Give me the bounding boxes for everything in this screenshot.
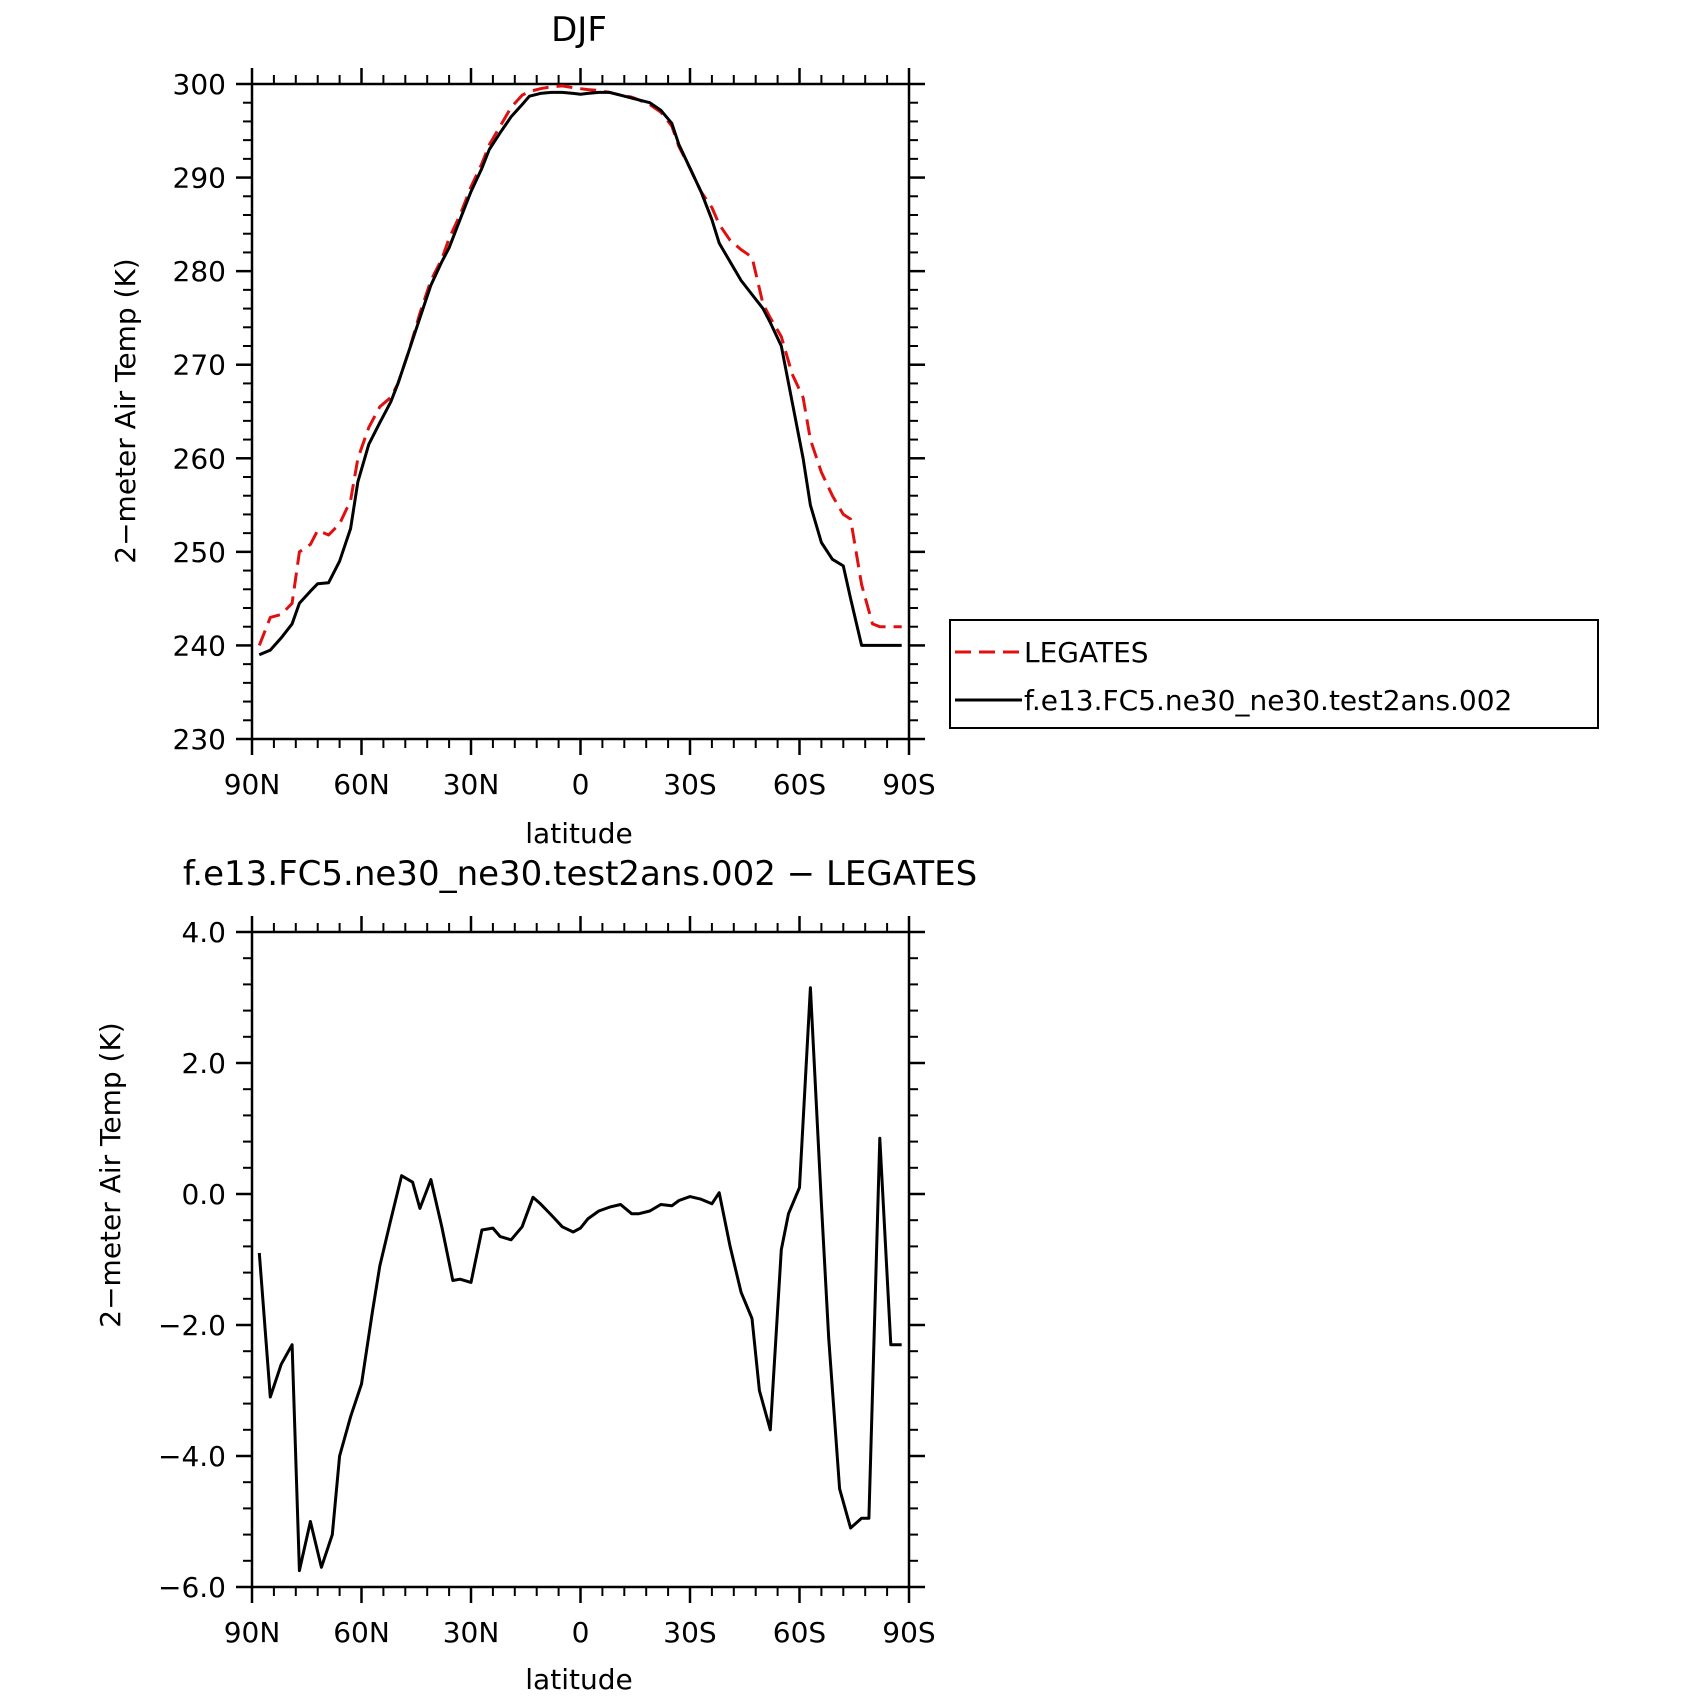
- bottom-x-tick-label: 60N: [333, 1616, 390, 1649]
- bottom-x-tick-label: 0: [572, 1616, 590, 1649]
- bottom-y-tick-label: −4.0: [158, 1440, 226, 1473]
- top-x-tick-label: 0: [572, 768, 590, 801]
- bottom-y-axis-label: 2−meter Air Temp (K): [94, 1022, 127, 1327]
- top-y-tick-label: 250: [173, 536, 226, 569]
- bottom-y-tick-label: −6.0: [158, 1571, 226, 1604]
- top-y-tick-label: 240: [173, 629, 226, 662]
- bottom-y-tick-label: −2.0: [158, 1309, 226, 1342]
- bottom-x-tick-label: 60S: [773, 1616, 826, 1649]
- bottom-y-tick-label: 2.0: [181, 1047, 226, 1080]
- top-y-tick-label: 230: [173, 723, 226, 756]
- bottom-x-axis-label: latitude: [525, 1663, 632, 1696]
- legend-label-model: f.e13.FC5.ne30_ne30.test2ans.002: [1024, 684, 1512, 717]
- top-y-tick-label: 290: [173, 162, 226, 195]
- legend-label-legates: LEGATES: [1024, 636, 1149, 669]
- bottom-plot-area: 90N 60N 30N 0 30S 60S 90S −6.0 −4.0 −2.0 0.0 2.0 4.0: [158, 916, 936, 1649]
- bottom-panel: f.e13.FC5.ne30_ne30.test2ans.002 − LEGAT…: [94, 854, 977, 1696]
- top-x-tick-label: 90N: [224, 768, 281, 801]
- legend: LEGATES f.e13.FC5.ne30_ne30.test2ans.002: [949, 619, 1599, 729]
- bottom-x-tick-label: 90S: [882, 1616, 935, 1649]
- bottom-x-tick-label: 30S: [663, 1616, 716, 1649]
- bottom-series-line-0: [257, 986, 902, 1573]
- top-series-line-f-e13-fc5-ne30-ne30-test2ans-002: [258, 90, 902, 657]
- bottom-y-tick-label: 4.0: [181, 916, 226, 949]
- top-y-tick-label: 300: [173, 68, 226, 101]
- bottom-x-tick-label: 90N: [224, 1616, 281, 1649]
- legend-box: [949, 619, 1599, 729]
- bottom-chart-title: f.e13.FC5.ne30_ne30.test2ans.002 − LEGAT…: [183, 854, 977, 894]
- top-y-tick-label: 260: [173, 442, 226, 475]
- top-chart-title: DJF: [551, 10, 607, 50]
- bottom-plot-frame: [250, 930, 911, 1589]
- top-y-tick-label: 280: [173, 255, 226, 288]
- top-y-tick-label: 270: [173, 349, 226, 382]
- top-x-tick-label: 90S: [882, 768, 935, 801]
- top-series-line-legates: [257, 84, 902, 646]
- top-x-tick-label: 30S: [663, 768, 716, 801]
- top-y-axis-label: 2−meter Air Temp (K): [109, 258, 142, 563]
- top-plot-area: 90N 60N 30N 0 30S 60S 90S 230 240 250 260 270 280 290…: [173, 68, 936, 801]
- top-plot-frame: [250, 82, 911, 741]
- top-x-tick-label: 60N: [333, 768, 390, 801]
- bottom-y-tick-label: 0.0: [181, 1178, 226, 1211]
- top-x-axis-label: latitude: [525, 817, 632, 850]
- bottom-x-tick-label: 30N: [443, 1616, 500, 1649]
- top-panel: DJF 90N 60N 30N 0 30S 60S 90S 230 240 250 260 270 28…: [109, 10, 936, 850]
- top-x-tick-label: 30N: [443, 768, 500, 801]
- top-x-tick-label: 60S: [773, 768, 826, 801]
